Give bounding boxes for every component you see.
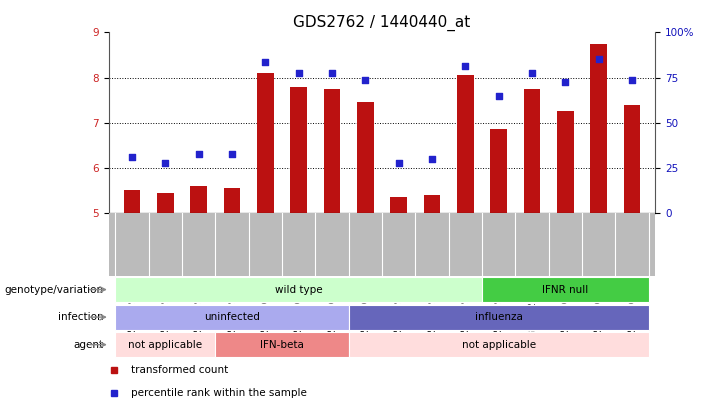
Point [593, 56, 604, 63]
Bar [357, 102, 374, 213]
Text: uninfected: uninfected [204, 312, 260, 322]
FancyBboxPatch shape [116, 332, 215, 357]
Point [627, 77, 638, 83]
Point [260, 58, 271, 65]
Bar [423, 195, 440, 213]
Text: genotype/variation: genotype/variation [4, 285, 103, 294]
Text: wild type: wild type [275, 285, 322, 294]
Point [327, 70, 338, 76]
Bar [324, 89, 341, 213]
Point [560, 79, 571, 85]
Bar [123, 190, 140, 213]
Bar [290, 87, 307, 213]
Bar [390, 197, 407, 213]
Text: IFNR null: IFNR null [543, 285, 589, 294]
Point [393, 160, 404, 166]
Point [160, 160, 171, 166]
Point [493, 92, 504, 99]
Bar [257, 73, 273, 213]
FancyBboxPatch shape [215, 332, 348, 357]
Point [526, 70, 538, 76]
FancyBboxPatch shape [116, 277, 482, 302]
Bar [457, 75, 474, 213]
Text: IFN-beta: IFN-beta [260, 340, 304, 350]
Point [460, 63, 471, 70]
Text: not applicable: not applicable [128, 340, 203, 350]
Bar [491, 130, 507, 213]
Text: influenza: influenza [475, 312, 523, 322]
Point [293, 70, 304, 76]
Bar [557, 111, 573, 213]
Text: not applicable: not applicable [462, 340, 536, 350]
Bar [224, 188, 240, 213]
Text: transformed count: transformed count [130, 365, 228, 375]
Bar [590, 44, 607, 213]
Bar [524, 89, 540, 213]
FancyBboxPatch shape [348, 332, 648, 357]
Bar [157, 193, 174, 213]
Bar [191, 186, 207, 213]
Point [226, 151, 238, 158]
Point [126, 153, 137, 160]
Bar [624, 104, 641, 213]
FancyBboxPatch shape [116, 305, 348, 330]
Point [193, 151, 204, 158]
FancyBboxPatch shape [482, 277, 648, 302]
Text: agent: agent [73, 340, 103, 350]
Point [426, 156, 437, 162]
Text: percentile rank within the sample: percentile rank within the sample [130, 388, 306, 399]
Point [360, 77, 371, 83]
FancyBboxPatch shape [348, 305, 648, 330]
Text: infection: infection [57, 312, 103, 322]
Title: GDS2762 / 1440440_at: GDS2762 / 1440440_at [294, 15, 470, 31]
